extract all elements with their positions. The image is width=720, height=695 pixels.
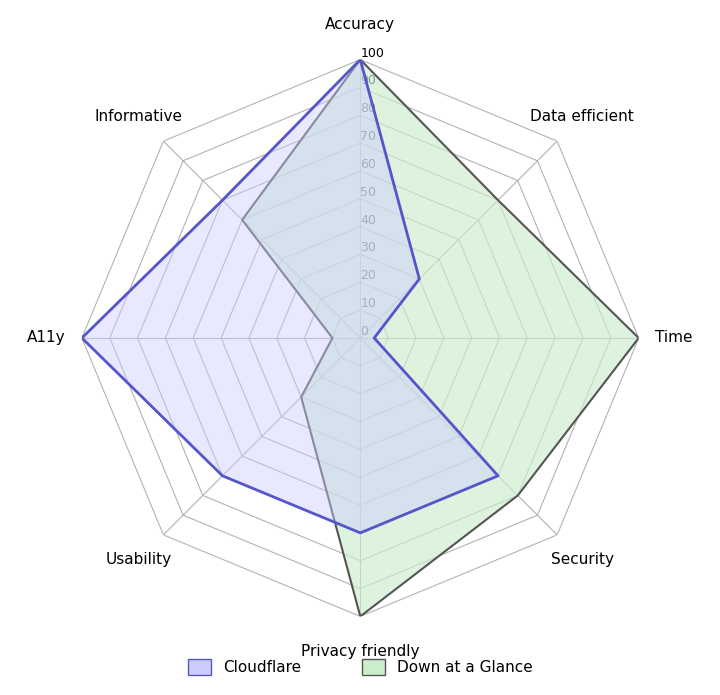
Polygon shape (242, 60, 639, 616)
Legend: Cloudflare, Down at a Glance: Cloudflare, Down at a Glance (181, 653, 539, 681)
Polygon shape (82, 60, 498, 533)
